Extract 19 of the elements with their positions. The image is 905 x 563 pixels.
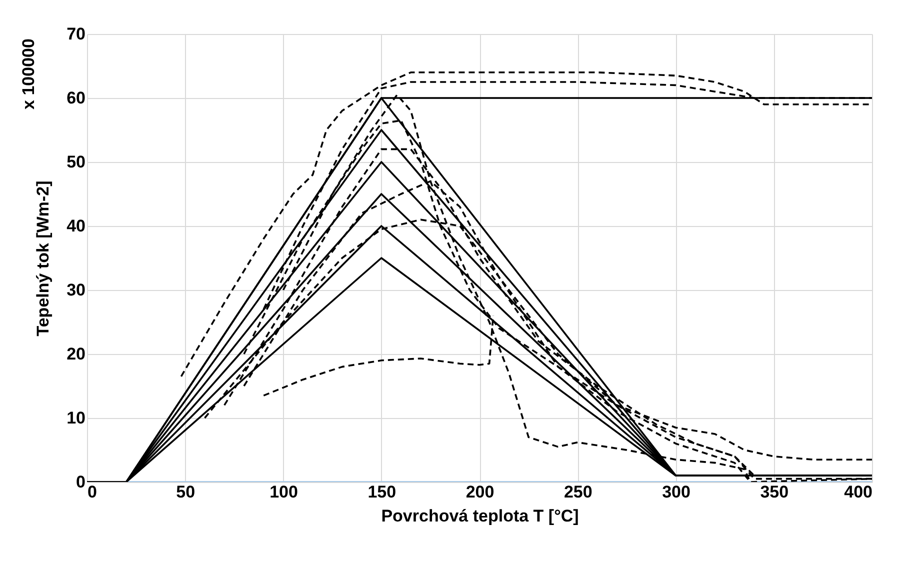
y-tick-label: 60 [66, 88, 86, 108]
x-tick-label: 0 [88, 482, 97, 502]
y-tick-label: 50 [66, 152, 86, 172]
y-tick-label: 10 [66, 408, 86, 428]
x-tick-label: 200 [466, 482, 494, 502]
y-tick-label: 20 [66, 344, 86, 364]
x-tick-label: 350 [760, 482, 789, 502]
y-tick-label: 70 [66, 24, 86, 44]
x-axis-title: Povrchová teplota T [°C] [381, 506, 579, 526]
y-tick-label: 40 [66, 216, 86, 236]
x-tick-label: 250 [564, 482, 592, 502]
x-tick-label: 100 [270, 482, 298, 502]
text: x 100000 [19, 38, 38, 110]
x-tick-label: 400 [844, 482, 872, 502]
x-tick-label: 300 [662, 482, 690, 502]
y-tick-label: 30 [66, 280, 86, 300]
y-axis-title: Tepelný tok [Wm-2] [34, 180, 53, 336]
x-tick-label: 50 [176, 482, 196, 502]
x-tick-label: 150 [368, 482, 396, 502]
